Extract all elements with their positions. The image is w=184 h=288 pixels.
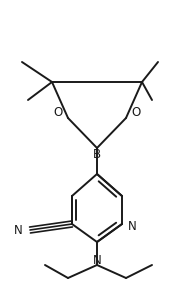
Text: N: N bbox=[14, 223, 22, 236]
Text: N: N bbox=[128, 219, 136, 232]
Text: O: O bbox=[53, 105, 63, 118]
Text: O: O bbox=[131, 105, 141, 118]
Text: N: N bbox=[93, 253, 101, 266]
Text: B: B bbox=[93, 149, 101, 162]
